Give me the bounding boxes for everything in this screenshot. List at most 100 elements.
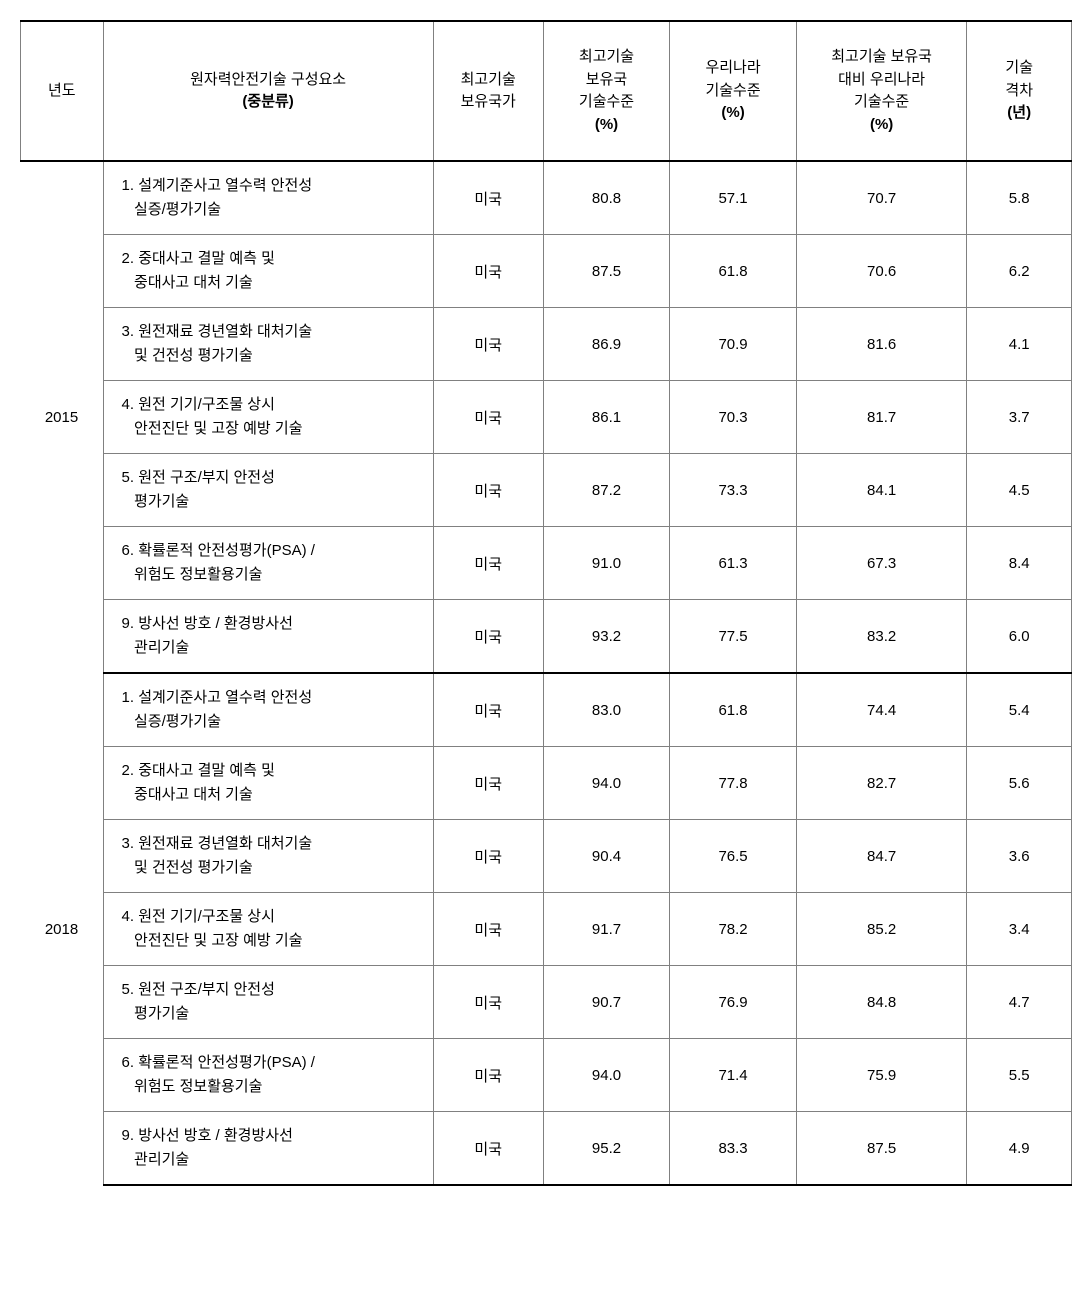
gap-cell: 3.7 — [967, 381, 1072, 454]
gap-cell: 4.9 — [967, 1112, 1072, 1186]
top_level-cell: 90.7 — [543, 966, 670, 1039]
top_level-cell: 95.2 — [543, 1112, 670, 1186]
table-row: 4. 원전 기기/구조물 상시 안전진단 및 고장 예방 기술미국91.778.… — [21, 893, 1072, 966]
korea_level-cell: 83.3 — [670, 1112, 797, 1186]
year-cell: 2015 — [21, 161, 104, 673]
country-cell: 미국 — [433, 893, 543, 966]
gap-cell: 5.4 — [967, 673, 1072, 747]
country-cell: 미국 — [433, 673, 543, 747]
table-header-row: 년도 원자력안전기술 구성요소 (중분류) 최고기술 보유국가 최고기술 보유국… — [21, 21, 1072, 161]
component-cell: 9. 방사선 방호 / 환경방사선 관리기술 — [103, 1112, 433, 1186]
gap-cell: 5.6 — [967, 747, 1072, 820]
header-top-level: 최고기술 보유국 기술수준 (%) — [543, 21, 670, 161]
top_level-cell: 87.5 — [543, 235, 670, 308]
ratio-cell: 67.3 — [796, 527, 967, 600]
korea_level-cell: 61.8 — [670, 235, 797, 308]
component-cell: 1. 설계기준사고 열수력 안전성 실증/평가기술 — [103, 161, 433, 235]
country-cell: 미국 — [433, 600, 543, 674]
table-row: 2. 중대사고 결말 예측 및 중대사고 대처 기술미국94.077.882.7… — [21, 747, 1072, 820]
table-row: 9. 방사선 방호 / 환경방사선 관리기술미국93.277.583.26.0 — [21, 600, 1072, 674]
ratio-cell: 81.7 — [796, 381, 967, 454]
country-cell: 미국 — [433, 527, 543, 600]
ratio-cell: 70.6 — [796, 235, 967, 308]
country-cell: 미국 — [433, 381, 543, 454]
table-row: 6. 확률론적 안전성평가(PSA) / 위험도 정보활용기술미국94.071.… — [21, 1039, 1072, 1112]
component-cell: 4. 원전 기기/구조물 상시 안전진단 및 고장 예방 기술 — [103, 381, 433, 454]
component-cell: 5. 원전 구조/부지 안전성 평가기술 — [103, 966, 433, 1039]
korea_level-cell: 57.1 — [670, 161, 797, 235]
header-year: 년도 — [21, 21, 104, 161]
korea_level-cell: 70.9 — [670, 308, 797, 381]
gap-cell: 3.4 — [967, 893, 1072, 966]
header-korea-level: 우리나라 기술수준 (%) — [670, 21, 797, 161]
technology-level-table: 년도 원자력안전기술 구성요소 (중분류) 최고기술 보유국가 최고기술 보유국… — [20, 20, 1072, 1186]
table-body: 20151. 설계기준사고 열수력 안전성 실증/평가기술미국80.857.17… — [21, 161, 1072, 1185]
country-cell: 미국 — [433, 747, 543, 820]
table-row: 5. 원전 구조/부지 안전성 평가기술미국90.776.984.84.7 — [21, 966, 1072, 1039]
country-cell: 미국 — [433, 161, 543, 235]
table-row: 2. 중대사고 결말 예측 및 중대사고 대처 기술미국87.561.870.6… — [21, 235, 1072, 308]
country-cell: 미국 — [433, 454, 543, 527]
korea_level-cell: 78.2 — [670, 893, 797, 966]
component-cell: 2. 중대사고 결말 예측 및 중대사고 대처 기술 — [103, 747, 433, 820]
ratio-cell: 70.7 — [796, 161, 967, 235]
header-gap: 기술 격차 (년) — [967, 21, 1072, 161]
ratio-cell: 74.4 — [796, 673, 967, 747]
top_level-cell: 86.9 — [543, 308, 670, 381]
top_level-cell: 86.1 — [543, 381, 670, 454]
ratio-cell: 85.2 — [796, 893, 967, 966]
country-cell: 미국 — [433, 820, 543, 893]
table-row: 3. 원전재료 경년열화 대처기술 및 건전성 평가기술미국86.970.981… — [21, 308, 1072, 381]
top_level-cell: 91.0 — [543, 527, 670, 600]
gap-cell: 5.8 — [967, 161, 1072, 235]
component-cell: 2. 중대사고 결말 예측 및 중대사고 대처 기술 — [103, 235, 433, 308]
ratio-cell: 84.8 — [796, 966, 967, 1039]
gap-cell: 6.0 — [967, 600, 1072, 674]
korea_level-cell: 73.3 — [670, 454, 797, 527]
top_level-cell: 91.7 — [543, 893, 670, 966]
ratio-cell: 75.9 — [796, 1039, 967, 1112]
gap-cell: 5.5 — [967, 1039, 1072, 1112]
country-cell: 미국 — [433, 308, 543, 381]
korea_level-cell: 77.8 — [670, 747, 797, 820]
top_level-cell: 87.2 — [543, 454, 670, 527]
korea_level-cell: 76.5 — [670, 820, 797, 893]
component-cell: 6. 확률론적 안전성평가(PSA) / 위험도 정보활용기술 — [103, 527, 433, 600]
component-cell: 9. 방사선 방호 / 환경방사선 관리기술 — [103, 600, 433, 674]
top_level-cell: 83.0 — [543, 673, 670, 747]
top_level-cell: 90.4 — [543, 820, 670, 893]
country-cell: 미국 — [433, 966, 543, 1039]
gap-cell: 4.5 — [967, 454, 1072, 527]
component-cell: 5. 원전 구조/부지 안전성 평가기술 — [103, 454, 433, 527]
gap-cell: 6.2 — [967, 235, 1072, 308]
gap-cell: 3.6 — [967, 820, 1072, 893]
ratio-cell: 84.7 — [796, 820, 967, 893]
component-cell: 1. 설계기준사고 열수력 안전성 실증/평가기술 — [103, 673, 433, 747]
table-row: 3. 원전재료 경년열화 대처기술 및 건전성 평가기술미국90.476.584… — [21, 820, 1072, 893]
ratio-cell: 87.5 — [796, 1112, 967, 1186]
table-row: 20181. 설계기준사고 열수력 안전성 실증/평가기술미국83.061.87… — [21, 673, 1072, 747]
korea_level-cell: 76.9 — [670, 966, 797, 1039]
korea_level-cell: 61.8 — [670, 673, 797, 747]
gap-cell: 8.4 — [967, 527, 1072, 600]
ratio-cell: 84.1 — [796, 454, 967, 527]
table-row: 6. 확률론적 안전성평가(PSA) / 위험도 정보활용기술미국91.061.… — [21, 527, 1072, 600]
table-row: 4. 원전 기기/구조물 상시 안전진단 및 고장 예방 기술미국86.170.… — [21, 381, 1072, 454]
component-cell: 3. 원전재료 경년열화 대처기술 및 건전성 평가기술 — [103, 820, 433, 893]
korea_level-cell: 77.5 — [670, 600, 797, 674]
component-cell: 6. 확률론적 안전성평가(PSA) / 위험도 정보활용기술 — [103, 1039, 433, 1112]
year-cell: 2018 — [21, 673, 104, 1185]
top_level-cell: 80.8 — [543, 161, 670, 235]
header-country: 최고기술 보유국가 — [433, 21, 543, 161]
korea_level-cell: 70.3 — [670, 381, 797, 454]
table-row: 9. 방사선 방호 / 환경방사선 관리기술미국95.283.387.54.9 — [21, 1112, 1072, 1186]
component-cell: 3. 원전재료 경년열화 대처기술 및 건전성 평가기술 — [103, 308, 433, 381]
ratio-cell: 83.2 — [796, 600, 967, 674]
component-cell: 4. 원전 기기/구조물 상시 안전진단 및 고장 예방 기술 — [103, 893, 433, 966]
top_level-cell: 94.0 — [543, 747, 670, 820]
table-row: 20151. 설계기준사고 열수력 안전성 실증/평가기술미국80.857.17… — [21, 161, 1072, 235]
ratio-cell: 81.6 — [796, 308, 967, 381]
korea_level-cell: 71.4 — [670, 1039, 797, 1112]
country-cell: 미국 — [433, 1039, 543, 1112]
top_level-cell: 94.0 — [543, 1039, 670, 1112]
